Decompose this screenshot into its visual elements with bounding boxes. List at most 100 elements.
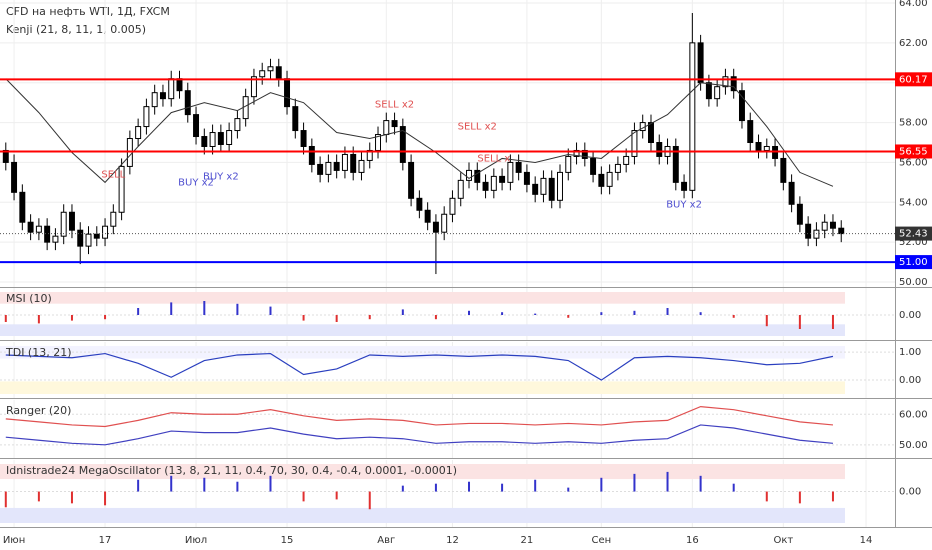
- histogram-bar: [699, 312, 702, 315]
- histogram-bar: [468, 310, 471, 315]
- candle-body: [19, 191, 26, 223]
- histogram-bar: [765, 491, 768, 502]
- x-tick-label: Авг: [377, 535, 395, 546]
- histogram-bar: [434, 315, 437, 320]
- candle-body: [689, 42, 696, 191]
- histogram-bar: [104, 315, 107, 320]
- candle-body: [317, 163, 324, 175]
- histogram-bar: [368, 315, 371, 320]
- histogram-bar: [104, 491, 107, 506]
- level-label-box: [895, 255, 932, 270]
- candle-body: [35, 225, 42, 233]
- indicator-title: Kenji (21, 8, 11, 1, 0.005): [6, 23, 146, 36]
- level-label: 51.00: [899, 257, 928, 268]
- candle-body: [763, 145, 770, 151]
- y-tick-label: 52.00: [899, 237, 928, 248]
- candle-body: [499, 175, 506, 183]
- candle-body: [234, 118, 241, 132]
- candle-body: [11, 161, 18, 193]
- histogram-bar: [269, 475, 272, 492]
- indicator-line: [5, 424, 834, 446]
- histogram-bar: [633, 310, 636, 315]
- candle-body: [391, 120, 398, 128]
- candle-body: [490, 175, 497, 191]
- kenji-band-line: [5, 78, 834, 187]
- y-tick-label: 58.00: [899, 118, 928, 129]
- level-label-box: [895, 72, 932, 87]
- signal-annotation: SELL x2: [375, 100, 414, 111]
- candle-body: [681, 181, 688, 191]
- candle-body: [747, 120, 754, 144]
- histogram-bar: [600, 312, 603, 315]
- histogram-bar: [70, 491, 73, 504]
- candle-body: [482, 181, 489, 191]
- y-tick-label: 56.00: [899, 157, 928, 168]
- level-label: 60.17: [899, 74, 928, 85]
- candle-body: [284, 78, 291, 108]
- x-tick-label: 15: [281, 535, 294, 546]
- x-tick-label: 12: [446, 535, 459, 546]
- histogram-bar: [401, 485, 404, 492]
- pane-title: Ranger (20): [6, 404, 71, 417]
- histogram-bar: [567, 487, 570, 492]
- histogram-bar: [831, 491, 834, 502]
- candle-body: [780, 157, 787, 183]
- candle-body: [135, 126, 142, 140]
- candle-body: [110, 211, 117, 227]
- candle-body: [151, 92, 158, 108]
- candle-body: [722, 76, 729, 88]
- candle-body: [143, 106, 150, 128]
- candle-body: [308, 145, 315, 165]
- histogram-bar: [534, 313, 537, 315]
- y-tick-label: 0.00: [899, 375, 921, 386]
- pane-title: MSI (10): [6, 292, 52, 305]
- histogram-bar: [203, 301, 206, 315]
- histogram-bar: [434, 483, 437, 492]
- zone-band: [0, 507, 845, 523]
- candle-body: [424, 209, 431, 223]
- candle-body: [159, 92, 166, 100]
- candle-body: [705, 82, 712, 100]
- signal-annotation: SELL x: [477, 153, 510, 164]
- candle-body: [259, 70, 266, 78]
- candle-body: [184, 90, 191, 116]
- candle-body: [432, 221, 439, 233]
- candle-body: [540, 177, 547, 195]
- histogram-bar: [335, 315, 338, 322]
- level-label: 56.55: [899, 146, 928, 157]
- candle-body: [118, 165, 125, 213]
- y-tick-label: 64.00: [899, 0, 928, 9]
- histogram-bar: [236, 481, 239, 492]
- candle-body: [821, 221, 828, 231]
- candle-body: [730, 76, 737, 92]
- histogram-bar: [170, 302, 173, 315]
- candle-body: [27, 221, 34, 233]
- candle-body: [788, 181, 795, 205]
- y-tick-label: 54.00: [899, 197, 928, 208]
- indicator-line: [5, 352, 834, 381]
- candle-body: [350, 153, 357, 173]
- histogram-bar: [666, 308, 669, 315]
- candle-body: [656, 142, 663, 157]
- y-tick-label: 62.00: [899, 38, 928, 49]
- histogram-bar: [4, 315, 7, 322]
- candle-body: [44, 225, 51, 243]
- histogram-bar: [37, 491, 40, 502]
- candle-body: [614, 163, 621, 173]
- histogram-bar: [699, 475, 702, 492]
- x-tick-label: 16: [686, 535, 699, 546]
- candle-body: [226, 130, 233, 145]
- candle-body: [209, 132, 216, 147]
- candle-body: [416, 197, 423, 211]
- candle-body: [548, 177, 555, 201]
- candle-body: [590, 157, 597, 175]
- candle-body: [606, 171, 613, 187]
- histogram-bar: [732, 315, 735, 318]
- candle-body: [598, 173, 605, 187]
- histogram-bar: [302, 315, 305, 321]
- histogram-bar: [4, 491, 7, 508]
- histogram-bar: [70, 315, 73, 321]
- candle-body: [697, 42, 704, 84]
- candle-body: [838, 227, 845, 235]
- candle-body: [193, 114, 200, 138]
